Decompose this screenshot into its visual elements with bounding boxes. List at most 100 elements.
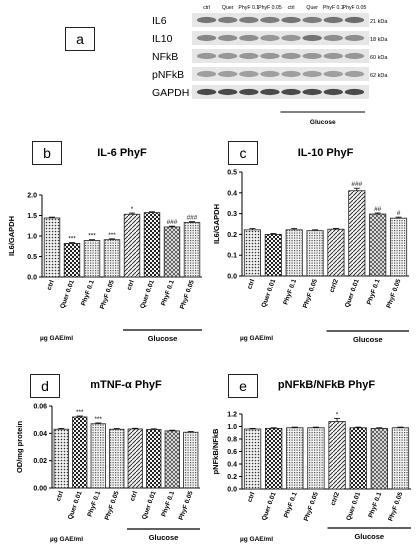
x-tick-label: PhyF 0.05 [104,490,121,521]
x-tick-label: PhyF 0.05 [303,491,320,522]
chart-mtnf: mTNF-α PhyF 0.00 0.02 0.04 0.06 OD/mg protein… [15,379,200,543]
chart-title: mTNF-α PhyF [90,379,162,391]
y-tick-label: 1.5 [27,213,37,220]
blot-band [323,34,344,42]
significance-marker: ### [167,219,178,226]
bar [264,234,282,277]
blot-band [344,88,365,96]
y-axis-label: IL6/GAPDH [7,216,16,256]
significance-marker: ### [351,181,362,188]
x-tick-label: PhyF 0.1 [160,279,176,307]
y-tick-label: 0.8 [227,437,237,444]
x-tick-label: Quer 0.01 [67,490,84,521]
significance-marker: * [336,411,339,418]
significance-marker: *** [88,233,96,240]
chart-il6: IL-6 PhyF0.00.51.01.52.0IL6/GAPDHctrl***… [7,147,202,343]
y-tick-label: 2.0 [27,193,37,200]
unit-label: µg GAE/ml [40,335,73,342]
x-tick-label: PhyF 0.1 [80,279,96,307]
y-tick-label: 0.5 [27,254,37,261]
x-tick-label: ctrl2 [330,491,341,507]
y-axis-label: OD/mg protein [15,421,24,474]
blot-band [196,34,217,42]
x-tick-label: Quer 0.01 [261,491,278,522]
blot-band [260,34,280,42]
molecular-weight-label: 21 kDa [370,19,388,25]
blot-band [239,52,259,60]
blot-band [260,70,280,78]
blot-band [239,88,259,96]
bar [265,427,283,490]
bar [43,217,61,278]
bar [146,429,162,489]
blot-band [281,34,301,42]
x-tick-label: PhyF 0.1 [160,490,176,518]
x-tick-label: ctrl2 [329,278,340,294]
y-tick-label: 0.02 [33,458,47,465]
x-tick-label: PhyF 0.1 [283,491,299,519]
y-tick-label: 0.1 [227,253,237,260]
bar [183,431,199,489]
glucose-label: Glucose [353,335,383,344]
y-tick-label: 0.3 [227,211,237,218]
blot-band [217,16,238,24]
molecular-weight-label: 18 kDa [370,37,388,43]
bar [243,428,262,490]
panel-letter-a: a [65,27,95,51]
blot-band [217,88,238,96]
bar [369,213,387,277]
glucose-label: Glucose [148,334,178,343]
molecular-weight-label: 60 kDa [370,55,388,61]
blot-band [323,88,344,96]
blot-band [196,52,217,60]
panel-letter-c: c [228,141,258,165]
lane-label: ctrl [288,5,295,11]
bar [307,427,325,490]
significance-marker: *** [108,232,116,239]
blot-strip [192,31,369,45]
panel-letter-d: d [30,374,60,398]
lane-label: PhyF 0.1 [323,5,344,11]
blot-band [323,52,344,60]
blot-band [217,52,238,60]
blot-band [302,52,322,60]
y-tick-label: 0.4 [227,462,237,469]
bar [327,228,345,277]
bar [391,427,410,490]
panel-letter-b: b [32,141,62,165]
y-tick-label: 0.0 [27,275,37,282]
y-tick-label: 0.4 [227,190,237,197]
y-axis-label: IL6/GAPDH [212,204,221,244]
bar [163,226,181,278]
bar [243,229,261,277]
bar [90,423,106,489]
y-tick-label: 1.2 [227,412,237,419]
x-tick-label: ctrl [55,490,65,502]
blot-band [302,16,322,24]
bar [306,230,324,277]
bar [63,242,81,278]
bar [328,421,346,490]
blot-band [196,70,217,78]
glucose-label: Glucose [149,533,179,542]
blot-row-label: IL10 [152,33,173,45]
x-tick-label: PhyF 0.1 [86,490,102,518]
bar [183,222,201,278]
y-tick-label: 0.5 [227,170,237,177]
blot-band [239,70,259,78]
bar [103,239,121,278]
unit-label: µg GAE/ml [240,335,273,342]
blot-band [281,52,301,60]
blot-strip [192,67,369,81]
panel-letter-e: e [228,374,258,398]
bar [285,229,303,277]
x-tick-label: Quer 0.01 [59,279,76,310]
x-tick-label: ctrl [246,278,256,290]
blot-row-label: NFkB [152,51,178,63]
x-tick-label: PhyF 0.05 [302,278,319,309]
y-axis-label: pNFkB/NFkB [211,428,220,474]
chart-title: IL-10 PhyF [298,147,354,159]
bar [349,427,367,490]
x-tick-label: Quer 0.01 [139,279,156,310]
y-tick-label: 0.06 [33,404,47,411]
